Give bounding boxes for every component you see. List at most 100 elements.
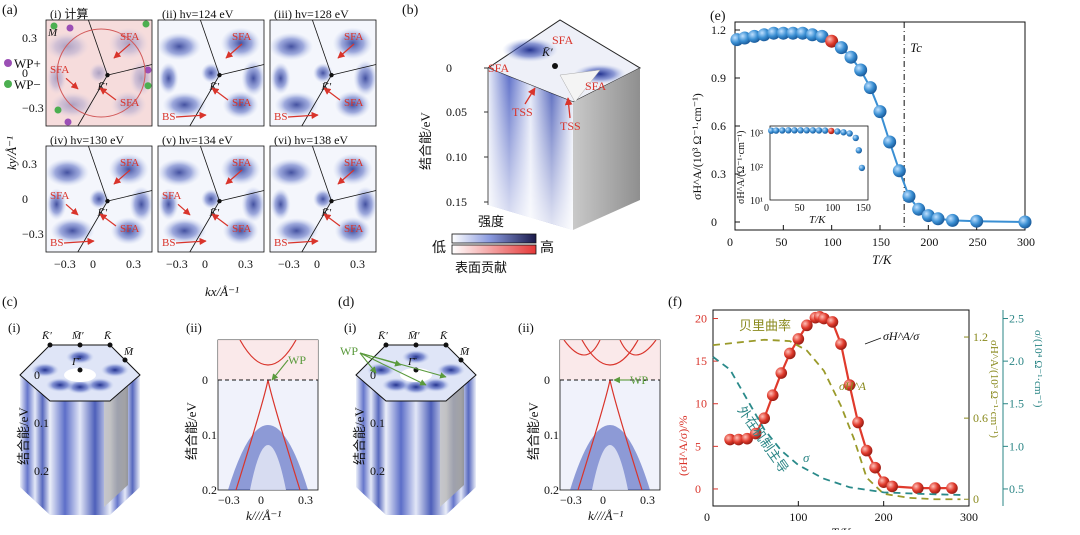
sfa-arrow (177, 203, 191, 216)
fermi-map-tile: K̄′ (vi) hv=138 eV SFA SFA BS (269, 133, 378, 253)
panel-d-hex-prism: K̄′ M̄′ K̄ M̄ Γ̄ 结合能/eV 0 0.1 0.2 WP (340, 330, 477, 515)
spectral-blob (241, 60, 266, 97)
inset-data-point (846, 130, 853, 137)
dispersion-curve (239, 339, 297, 366)
spectral-blob (274, 91, 319, 118)
e-data-point (873, 105, 887, 119)
sfa-arrow (113, 169, 131, 185)
e-xtick-label: 300 (1017, 235, 1035, 249)
spectral-blob (274, 217, 319, 244)
top-blob (31, 363, 59, 377)
inset-data-point (797, 127, 804, 134)
band-xlabel: k///Å⁻¹ (588, 508, 623, 523)
top-blob (382, 378, 410, 392)
k-point (217, 72, 222, 78)
band-ytick-label: 0 (544, 373, 550, 387)
hs-point (107, 342, 113, 348)
tc-label: Tc (910, 40, 922, 55)
spectral-blob (222, 216, 259, 245)
k-point (105, 198, 110, 204)
f-data-point (741, 432, 753, 445)
f-annotation-leader (864, 337, 882, 345)
top-blob (422, 378, 450, 392)
gamma-label: Γ̄ (407, 356, 417, 368)
tile-title: (ii) hv=124 eV (162, 7, 234, 21)
panel-b-top-blob (502, 38, 558, 62)
e-ylabel: σH^A/(10³ Ω⁻¹·cm⁻¹) (690, 93, 704, 200)
hs-point (122, 357, 128, 363)
band-ylabel: 结合能/eV (526, 402, 541, 460)
sfa-label: SFA (344, 31, 363, 43)
a-xtick-label: 0 (314, 257, 320, 271)
bz-edge (200, 19, 220, 76)
gamma-label: Γ̄ (71, 356, 81, 368)
tile-title: (iv) hv=130 eV (50, 133, 124, 147)
k-point (329, 198, 334, 204)
panel-b-label: (b) (402, 3, 419, 18)
hs-point (77, 342, 83, 348)
panel-b-ticks: 0 0.05 0.10 0.15 (446, 61, 488, 209)
surface-region (218, 340, 318, 380)
panel-a-label: (a) (2, 3, 18, 18)
bz-edge (301, 74, 332, 127)
e-data-point (970, 214, 984, 228)
dispersion-curve (619, 339, 657, 356)
f-series-line (712, 338, 961, 501)
bs-label: BS (50, 237, 63, 249)
k-point-label: K̄′ (320, 207, 331, 219)
panel-b-sfa-label: SFA (552, 33, 573, 47)
tile-title: (i) 计算 (50, 6, 88, 21)
f-left-tick-label: 5 (695, 439, 701, 453)
a-xtick-label: 0.3 (126, 257, 141, 271)
sfa-label: SFA (232, 97, 251, 109)
f-data-point (758, 412, 770, 425)
f-left-tick-label: 0 (695, 482, 701, 496)
b-ytick-label: 0.15 (446, 195, 467, 209)
wp-arrow (359, 352, 427, 386)
panel-d-band-plot: WP 0 0.1 0.2−0.3 0 0.3 k///Å⁻¹ 结合能/eV (526, 339, 661, 523)
intensity-colorbar (451, 233, 537, 244)
f-right-tick-label: 1.0 (1009, 439, 1024, 453)
prism-ytick-label: 0.1 (370, 416, 385, 430)
f-left-ylabel: (σH^A/σ)/% (676, 415, 690, 476)
f-left-tick-label: 15 (695, 354, 707, 368)
sfa-label: SFA (120, 223, 139, 235)
bs-label: BS (162, 237, 175, 249)
spectral-blob (50, 91, 95, 118)
panel-d: (d) (i) (ii) K̄′ M̄′ K̄M̄Γ̄结合能/eV00.10.2WP… (338, 295, 661, 523)
e-data-point (738, 31, 752, 45)
hs-point-label: M̄′ (407, 330, 420, 342)
f-mid-tick-label: 0.6 (973, 411, 988, 425)
e-ytick-label: 1.2 (711, 23, 726, 37)
f-right-ylabel: σ/(10⁴ Ω⁻¹·cm⁻¹) (1032, 330, 1044, 408)
f-data-point (801, 319, 813, 332)
spectral-blob (158, 62, 179, 95)
spectral-blob (158, 188, 179, 221)
panel-a-xlabel: kx/Å⁻¹ (205, 284, 239, 299)
inset-frame (769, 125, 869, 201)
panel-e-chart: 0 0.3 0.6 0.9 1.2 0 50 100 150 200 250 300 T/K σH^A/(… (690, 21, 1035, 267)
gamma-region (64, 368, 96, 382)
band-ytick-label: 0 (202, 373, 208, 387)
hs-point-label: M̄′ (71, 330, 84, 342)
inset-ylabel: σH^A/(Ω⁻¹·cm⁻¹) (736, 131, 747, 205)
f-right-tick-label: 1.5 (1009, 397, 1024, 411)
f-data-point (766, 389, 779, 402)
panel-d-sub-i: (i) (344, 320, 356, 335)
bz-edge (301, 200, 332, 253)
e-data-point (776, 26, 790, 40)
inset-ytick-label: 10² (750, 162, 763, 173)
prism-front-face (386, 401, 446, 515)
panel-c-band-plot: WP 0 0.1 0.2−0.3 0 0.3 k///Å⁻¹ 结合能/eV (184, 339, 319, 523)
hs-point-label: M̄ (459, 346, 470, 358)
bz-edge (88, 145, 108, 202)
f-left-tick-label: 20 (695, 312, 707, 326)
sfa-label: SFA (232, 157, 251, 169)
spectral-blob (46, 62, 67, 95)
e-xtick-label: 250 (969, 235, 987, 249)
inset-xtick-label: 100 (825, 203, 840, 214)
inset-data-point (821, 127, 829, 134)
prism-ytick-label: 0 (370, 368, 376, 382)
inset-xtick-label: 150 (856, 203, 871, 214)
prism-ytick-label: 0.2 (34, 464, 49, 478)
